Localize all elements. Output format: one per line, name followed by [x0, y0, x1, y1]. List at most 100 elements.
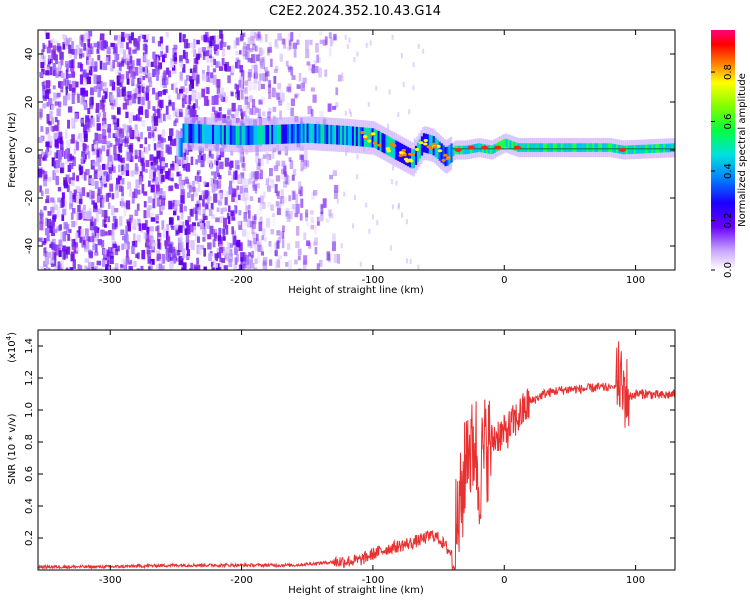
- noise-cell: [274, 184, 278, 194]
- noise-cell: [52, 251, 57, 260]
- noise-cell: [174, 182, 178, 188]
- peak-spot: [454, 148, 462, 152]
- noise-cell: [262, 56, 266, 64]
- noise-cell: [79, 194, 83, 204]
- noise-cell: [299, 186, 303, 197]
- noise-cell: [188, 84, 192, 91]
- ridge-cell: [267, 125, 270, 145]
- noise-cell: [236, 90, 240, 101]
- noise-cell: [236, 254, 239, 263]
- noise-cell: [119, 216, 123, 227]
- y-tick-label: 1.0: [24, 402, 35, 418]
- noise-cell: [80, 34, 85, 41]
- noise-cell: [99, 99, 104, 110]
- noise-cell: [285, 262, 289, 267]
- ridge-cell: [539, 143, 542, 152]
- noise-cell: [123, 202, 128, 208]
- noise-cell: [116, 87, 120, 92]
- noise-cell: [138, 156, 141, 163]
- ridge-cell: [227, 125, 230, 145]
- noise-cell: [78, 198, 83, 205]
- noise-cell: [200, 160, 205, 168]
- noise-cell: [119, 81, 123, 88]
- noise-cell: [59, 81, 64, 89]
- noise-cell: [281, 38, 285, 45]
- noise-cell: [212, 238, 216, 248]
- noise-cell: [336, 198, 339, 204]
- noise-cell: [47, 54, 51, 62]
- noise-cell: [227, 75, 231, 84]
- ridge-hot-cell: [445, 157, 450, 161]
- noise-cell: [55, 73, 59, 79]
- noise-cell: [47, 251, 52, 258]
- noise-cell: [248, 173, 253, 184]
- noise-cell: [124, 33, 129, 39]
- noise-cell: [197, 183, 201, 193]
- noise-cell: [257, 158, 261, 167]
- noise-cell: [234, 205, 238, 214]
- noise-cell: [102, 120, 105, 131]
- noise-cell: [278, 201, 282, 207]
- ridge-cell: [318, 124, 321, 144]
- noise-cell: [57, 67, 62, 76]
- noise-cell: [132, 191, 136, 198]
- noise-cell: [220, 95, 224, 102]
- ridge-hot-cell: [443, 153, 448, 157]
- ridge-cell: [466, 145, 469, 155]
- noise-cell: [258, 47, 263, 57]
- noise-cell: [263, 67, 268, 72]
- noise-cell: [57, 43, 61, 53]
- noise-cell: [196, 203, 200, 208]
- noise-cell: [91, 200, 96, 205]
- noise-cell: [168, 200, 173, 210]
- noise-cell: [231, 114, 236, 119]
- noise-cell: [69, 193, 73, 204]
- ridge-cell: [247, 125, 250, 145]
- noise-cell: [50, 257, 55, 264]
- ridge-cell: [393, 139, 396, 159]
- noise-cell: [89, 189, 93, 200]
- noise-cell: [89, 178, 92, 184]
- noise-cell: [102, 135, 107, 145]
- noise-cell: [238, 79, 242, 88]
- noise-cell: [224, 225, 229, 235]
- noise-cell: [103, 248, 107, 258]
- noise-cell: [73, 148, 77, 155]
- noise-cell: [231, 226, 234, 235]
- noise-cell: [314, 246, 318, 255]
- noise-cell: [240, 70, 245, 80]
- y-tick-label: 0.6: [24, 466, 35, 482]
- noise-cell: [221, 257, 226, 263]
- noise-cell: [90, 58, 94, 68]
- noise-cell: [242, 162, 246, 171]
- noise-cell: [119, 48, 123, 55]
- noise-cell: [71, 94, 75, 104]
- noise-cell: [150, 258, 155, 265]
- noise-cell: [69, 37, 73, 42]
- ridge-cell: [235, 125, 238, 145]
- noise-cell: [82, 101, 87, 106]
- noise-cell: [218, 257, 223, 268]
- noise-cell: [191, 71, 196, 81]
- noise-cell: [214, 44, 219, 50]
- noise-cell: [292, 169, 297, 176]
- noise-cell: [256, 162, 261, 171]
- noise-cell: [89, 221, 95, 231]
- noise-cell: [195, 99, 199, 109]
- noise-cell: [73, 220, 78, 226]
- noise-cell: [152, 106, 156, 111]
- noise-cell: [148, 240, 152, 249]
- noise-cell: [259, 201, 263, 211]
- noise-cell: [48, 98, 53, 105]
- colorbar-gradient: [711, 30, 735, 270]
- noise-cell: [135, 179, 140, 189]
- noise-cell: [56, 207, 61, 217]
- noise-cell: [241, 177, 246, 187]
- noise-cell: [246, 102, 251, 109]
- noise-cell: [101, 41, 105, 51]
- noise-cell: [130, 170, 135, 177]
- snr-panel: -300 -200 -100 0 100 0.20.40.60.81.01.21.4 H…: [5, 329, 676, 596]
- noise-cell: [54, 152, 58, 159]
- colorbar-ticks: 0.00.20.40.60.8: [711, 64, 734, 278]
- noise-cell: [141, 184, 145, 194]
